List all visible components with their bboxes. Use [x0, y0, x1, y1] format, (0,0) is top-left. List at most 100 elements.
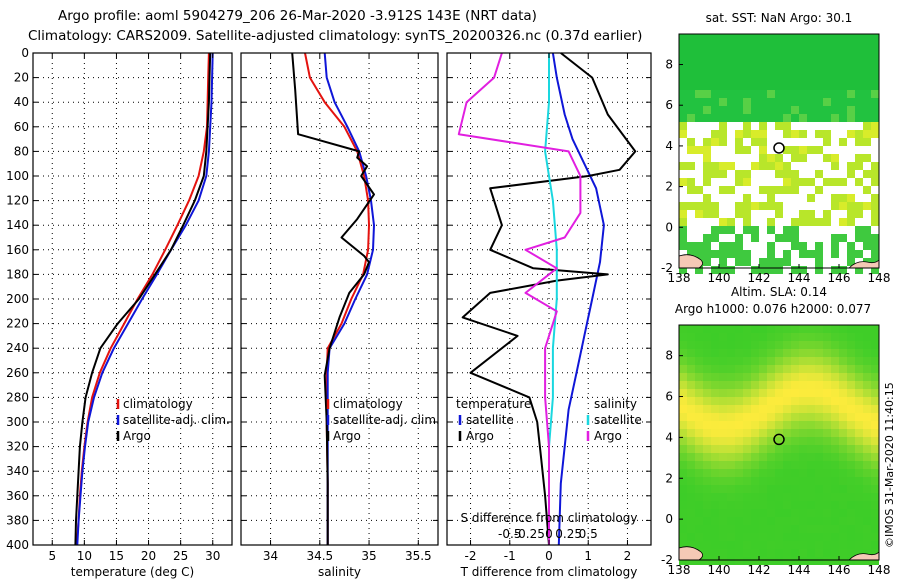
heatmap-cell — [687, 218, 695, 226]
heatmap-cell — [711, 58, 719, 66]
heatmap-cell — [863, 437, 871, 445]
heatmap-cell — [807, 162, 815, 170]
heatmap-cell — [679, 82, 687, 90]
heatmap-cell — [823, 138, 831, 146]
heatmap-cell — [775, 258, 783, 266]
heatmap-cell — [839, 114, 847, 122]
heatmap-cell — [735, 533, 743, 541]
heatmap-cell — [679, 517, 687, 525]
heatmap-cell — [871, 242, 879, 250]
plot-frame — [32, 52, 233, 546]
heatmap-cell — [711, 122, 719, 130]
heatmap-cell — [735, 58, 743, 66]
heatmap-cell — [839, 234, 847, 242]
heatmap-cell — [823, 130, 831, 138]
heatmap-cell — [711, 82, 719, 90]
heatmap-cell — [775, 178, 783, 186]
heatmap-cell — [775, 202, 783, 210]
heatmap-cell — [719, 357, 727, 365]
heatmap-cell — [831, 469, 839, 477]
heatmap-cell — [703, 421, 711, 429]
heatmap-cell — [711, 485, 719, 493]
heatmap-cell — [823, 82, 831, 90]
heatmap-cell — [743, 114, 751, 122]
heatmap-cell — [759, 357, 767, 365]
heatmap-cell — [855, 58, 863, 66]
heatmap-cell — [863, 421, 871, 429]
heatmap-cell — [719, 557, 727, 565]
heatmap-cell — [863, 162, 871, 170]
heatmap-cell — [679, 541, 687, 549]
heatmap-cell — [727, 58, 735, 66]
heatmap-cell — [687, 389, 695, 397]
heatmap-cell — [679, 445, 687, 453]
heatmap-cell — [735, 517, 743, 525]
legend-header: salinity — [594, 397, 637, 411]
heatmap-cell — [847, 541, 855, 549]
heatmap-cell — [855, 114, 863, 122]
heatmap-cell — [847, 146, 855, 154]
heatmap-cell — [847, 82, 855, 90]
heatmap-cell — [855, 493, 863, 501]
heatmap-cell — [855, 162, 863, 170]
heatmap-cell — [703, 517, 711, 525]
heatmap-cell — [831, 178, 839, 186]
heatmap-cell — [815, 106, 823, 114]
heatmap-cell — [839, 58, 847, 66]
heatmap-cell — [767, 122, 775, 130]
heatmap-cell — [743, 485, 751, 493]
heatmap-cell — [863, 517, 871, 525]
heatmap-cell — [839, 170, 847, 178]
heatmap-cell — [847, 66, 855, 74]
heatmap-cell — [831, 421, 839, 429]
heatmap-cell — [807, 146, 815, 154]
heatmap-cell — [847, 357, 855, 365]
x-tick-label: 30 — [205, 549, 220, 563]
heatmap-cell — [743, 186, 751, 194]
heatmap-cell — [791, 397, 799, 405]
heatmap-cell — [823, 210, 831, 218]
x-tick-label: 2 — [624, 549, 632, 563]
heatmap-cell — [719, 194, 727, 202]
heatmap-cell — [823, 485, 831, 493]
heatmap-cell — [815, 341, 823, 349]
heatmap-cell — [751, 74, 759, 82]
heatmap-cell — [759, 226, 767, 234]
heatmap-cell — [743, 106, 751, 114]
x-tick-label: 35.5 — [405, 549, 432, 563]
heatmap-cell — [735, 162, 743, 170]
heatmap-cell — [823, 397, 831, 405]
heatmap-cell — [807, 106, 815, 114]
heatmap-cell — [863, 541, 871, 549]
heatmap-cell — [711, 170, 719, 178]
map-y-tick-label: 2 — [665, 471, 673, 485]
heatmap-cell — [711, 194, 719, 202]
heatmap-cell — [751, 106, 759, 114]
heatmap-cell — [815, 178, 823, 186]
heatmap-cell — [687, 242, 695, 250]
heatmap-cell — [727, 509, 735, 517]
heatmap-cell — [727, 549, 735, 557]
heatmap-cell — [831, 186, 839, 194]
heatmap-cell — [735, 549, 743, 557]
heatmap-cell — [767, 493, 775, 501]
heatmap-cell — [767, 525, 775, 533]
y-tick-label: 240 — [6, 341, 29, 355]
heatmap-cell — [799, 154, 807, 162]
heatmap-cell — [687, 250, 695, 258]
heatmap-cell — [743, 154, 751, 162]
heatmap-cell — [791, 178, 799, 186]
heatmap-cell — [687, 74, 695, 82]
heatmap-cell — [767, 397, 775, 405]
heatmap-cell — [863, 210, 871, 218]
heatmap-cell — [687, 397, 695, 405]
heatmap-cell — [695, 381, 703, 389]
heatmap-cell — [815, 453, 823, 461]
heatmap-cell — [719, 114, 727, 122]
heatmap-cell — [743, 250, 751, 258]
heatmap-cell — [831, 242, 839, 250]
heatmap-cell — [727, 178, 735, 186]
heatmap-cell — [775, 34, 783, 42]
heatmap-cell — [807, 341, 815, 349]
heatmap-cell — [735, 373, 743, 381]
